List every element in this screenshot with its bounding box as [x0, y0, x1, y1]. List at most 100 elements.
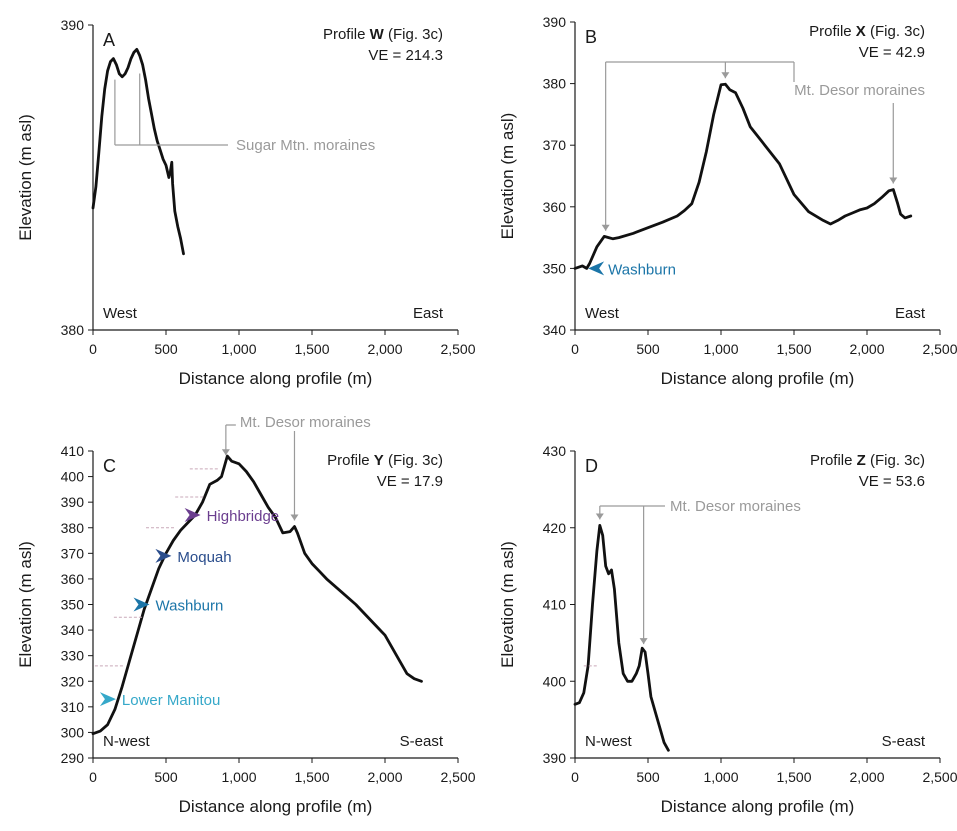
arrowhead	[221, 449, 230, 456]
arrowhead	[639, 638, 648, 645]
y-tick-label: 330	[61, 648, 85, 664]
x-tick-label: 1,500	[776, 341, 811, 357]
moraine-annotation: Mt. Desor moraines	[221, 411, 404, 521]
terrace-label: Washburn	[156, 598, 224, 615]
y-tick-label: 390	[61, 17, 85, 33]
arrowhead	[595, 513, 604, 520]
y-axis-title: Elevation (m asl)	[16, 541, 35, 668]
x-tick-label: 500	[636, 769, 660, 785]
terrace-label: Highbridge	[207, 508, 280, 525]
terrace-washburn: Washburn	[133, 597, 224, 615]
profile-fig-ref: (Fig. 3c)	[866, 452, 925, 469]
x-tick-label: 1,500	[776, 769, 811, 785]
right-direction-label: East	[413, 305, 444, 322]
panel-b: 0 500 1,000 1,500 2,000 2,500 340 350 360 370 380 3…	[498, 14, 957, 388]
panel-a: 0 500 1,000 1,500 2,000 2,500 380 390 Distance a…	[16, 17, 476, 388]
left-direction-label: West	[103, 305, 138, 322]
x-axis-title: Distance along profile (m)	[661, 797, 855, 816]
x-tick-label: 0	[89, 769, 97, 785]
terrace-lower-manitou: Lower Manitou	[99, 692, 220, 709]
profile-word: Profile	[323, 26, 370, 43]
x-tick-label: 2,000	[849, 341, 884, 357]
y-tick-label: 300	[61, 724, 85, 740]
profile-id: W	[370, 26, 385, 43]
y-tick-label: 430	[543, 443, 567, 459]
profile-fig-ref: (Fig. 3c)	[384, 26, 443, 43]
profile-title: Profile W (Fig. 3c)	[323, 26, 443, 43]
moraine-annotation: Mt. Desor moraines	[595, 498, 801, 645]
x-tick-label: 1,500	[294, 769, 329, 785]
terrace-label: Moquah	[177, 549, 231, 566]
x-tick-label: 1,000	[221, 769, 256, 785]
y-tick-label: 350	[61, 597, 85, 613]
y-tick-label: 320	[61, 673, 85, 689]
terrace-label: Lower Manitou	[122, 692, 220, 709]
right-direction-label: S-east	[400, 733, 444, 750]
x-tick-label: 500	[154, 341, 178, 357]
annotation-label: Mt. Desor moraines	[670, 498, 801, 515]
ve-value: VE = 214.3	[368, 47, 443, 64]
profile-title: Profile Z (Fig. 3c)	[810, 452, 925, 469]
profile-id: Z	[857, 452, 866, 469]
terrace-label: Washburn	[608, 261, 676, 278]
y-tick-label: 360	[61, 571, 85, 587]
y-tick-label: 390	[61, 494, 85, 510]
x-tick-label: 0	[89, 341, 97, 357]
arrowhead	[601, 224, 610, 231]
x-tick-label: 2,000	[367, 769, 402, 785]
x-tick-label: 2,500	[922, 769, 957, 785]
x-axis-title: Distance along profile (m)	[661, 369, 855, 388]
y-tick-label: 370	[61, 545, 85, 561]
x-tick-label: 0	[571, 341, 579, 357]
x-tick-label: 500	[636, 341, 660, 357]
panel-d: 0 500 1,000 1,500 2,000 2,500 390 400 410 420 430 D…	[498, 443, 957, 816]
left-direction-label: West	[585, 305, 620, 322]
profile-word: Profile	[327, 452, 374, 469]
y-tick-label: 350	[543, 260, 567, 276]
terrace-arrow-icon	[588, 261, 605, 276]
moraine-annotation: Mt. Desor moraines	[601, 61, 925, 231]
left-direction-label: N-west	[103, 733, 151, 750]
profile-title: Profile X (Fig. 3c)	[809, 23, 925, 40]
right-direction-label: S-east	[882, 733, 926, 750]
x-tick-label: 2,500	[440, 769, 475, 785]
x-tick-label: 500	[154, 769, 178, 785]
profile-line	[91, 48, 185, 256]
y-tick-label: 370	[543, 137, 567, 153]
profile-word: Profile	[809, 23, 856, 40]
panel-letter: D	[585, 456, 598, 476]
y-tick-label: 290	[61, 750, 85, 766]
arrowhead	[721, 72, 730, 79]
profile-id: Y	[374, 452, 384, 469]
profile-title: Profile Y (Fig. 3c)	[327, 452, 443, 469]
y-tick-label: 390	[543, 14, 567, 30]
profile-fig-ref: (Fig. 3c)	[384, 452, 443, 469]
ve-value: VE = 42.9	[859, 44, 925, 61]
annotation-label-bg	[235, 411, 404, 431]
y-tick-label: 400	[61, 469, 85, 485]
ve-value: VE = 17.9	[377, 473, 443, 490]
y-tick-label: 380	[543, 76, 567, 92]
y-axis-title: Elevation (m asl)	[498, 113, 517, 240]
x-axis-title: Distance along profile (m)	[179, 797, 373, 816]
x-tick-label: 2,000	[367, 341, 402, 357]
x-tick-label: 1,000	[703, 341, 738, 357]
panel-letter: A	[103, 30, 115, 50]
panel-letter: C	[103, 456, 116, 476]
terrace-washburn: Washburn	[588, 261, 676, 278]
x-axis-title: Distance along profile (m)	[179, 369, 373, 388]
y-tick-label: 410	[543, 597, 567, 613]
moraine-annotation: Sugar Mtn. moraines	[114, 73, 375, 154]
y-axis-title: Elevation (m asl)	[16, 114, 35, 241]
x-tick-label: 0	[571, 769, 579, 785]
terrace-arrow-icon	[99, 692, 116, 707]
profile-line	[573, 524, 670, 752]
y-axis-title: Elevation (m asl)	[498, 541, 517, 668]
x-tick-label: 1,000	[221, 341, 256, 357]
x-tick-label: 2,000	[849, 769, 884, 785]
terrace-moquah: Moquah	[155, 548, 232, 566]
y-tick-label: 390	[543, 750, 567, 766]
y-tick-label: 410	[61, 443, 85, 459]
x-tick-label: 2,500	[440, 341, 475, 357]
